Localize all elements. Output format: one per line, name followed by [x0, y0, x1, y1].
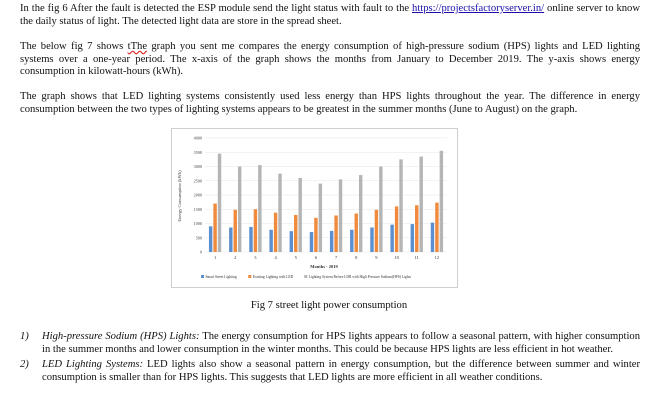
bar-smart-street-lighting: [430, 222, 435, 252]
x-tick-label: 10: [394, 255, 399, 260]
bar-smart-street-lighting: [410, 224, 415, 252]
x-tick-label: 11: [415, 255, 419, 260]
bar-existing-lighting-with-led: [415, 205, 419, 252]
bar-existing-lighting-with-led: [394, 206, 399, 252]
bar-lighting-system-before-ldr-with-high-pressure-sodium-hps-lights: [278, 173, 282, 252]
y-tick-label: 3000: [194, 164, 202, 169]
bar-lighting-system-before-ldr-with-high-pressure-sodium-hps-lights: [217, 153, 222, 252]
bar-existing-lighting-with-led: [334, 215, 338, 252]
bar-existing-lighting-with-led: [354, 213, 358, 252]
bar-existing-lighting-with-led: [213, 203, 217, 252]
bar-smart-street-lighting: [309, 232, 314, 252]
bar-lighting-system-before-ldr-with-high-pressure-sodium-hps-lights: [379, 166, 383, 252]
bar-lighting-system-before-ldr-with-high-pressure-sodium-hps-lights: [419, 156, 423, 252]
x-tick-label: 12: [435, 255, 440, 260]
paragraph-text: The below fig 7 shows: [20, 41, 128, 52]
bar-existing-lighting-with-led: [435, 202, 439, 252]
list-number: 1): [20, 331, 29, 342]
x-tick-label: 4: [274, 255, 277, 260]
legend-swatch: [248, 275, 252, 278]
y-tick-label: 1500: [194, 207, 202, 212]
bar-smart-street-lighting: [208, 226, 213, 252]
list-text: The energy consumption for HPS lights ap…: [42, 331, 641, 355]
bar-lighting-system-before-ldr-with-high-pressure-sodium-hps-lights: [439, 150, 444, 252]
list-item: 1) High-pressure Sodium (HPS) Lights: Th…: [20, 331, 640, 356]
bar-lighting-system-before-ldr-with-high-pressure-sodium-hps-lights: [258, 165, 262, 252]
list-item: 2) LED Lighting Systems: LED lights also…: [20, 359, 640, 384]
bar-lighting-system-before-ldr-with-high-pressure-sodium-hps-lights: [318, 183, 323, 252]
bar-existing-lighting-with-led: [273, 212, 278, 252]
bar-existing-lighting-with-led: [374, 209, 379, 252]
legend-entry: Lighting System Before LDR with High Pre…: [309, 275, 412, 279]
paragraph-graph-summary: The graph shows that LED lighting system…: [20, 91, 640, 115]
y-tick-label: 4000: [194, 136, 202, 141]
y-tick-label: 2500: [194, 178, 202, 183]
x-tick-label: 8: [355, 255, 358, 260]
list-term: High-pressure Sodium (HPS) Lights:: [42, 331, 200, 342]
legend-swatch: [201, 275, 204, 278]
x-axis-label: Months - 2019: [310, 264, 338, 269]
figure-caption: Fig 7 street light power consumption: [250, 300, 408, 311]
bar-smart-street-lighting: [269, 229, 273, 252]
observations-list: 1) High-pressure Sodium (HPS) Lights: Th…: [20, 331, 640, 387]
bar-smart-street-lighting: [350, 229, 354, 252]
bar-existing-lighting-with-led: [314, 217, 318, 252]
paragraph-text: online server to know the daily status o…: [20, 3, 641, 27]
list-text: LED lights also show a seasonal pattern …: [42, 359, 640, 383]
x-tick-label: 7: [335, 255, 338, 260]
y-tick-label: 3500: [194, 150, 202, 155]
paragraph-text: graph you sent me compares the energy co…: [20, 41, 640, 78]
server-link[interactable]: https://projectsfactoryserver.in/: [412, 3, 545, 14]
x-tick-label: 3: [254, 255, 257, 260]
y-tick-label: 1000: [194, 221, 202, 226]
x-tick-label: 2: [234, 255, 236, 260]
x-tick-label: 9: [375, 255, 378, 260]
x-tick-label: 1: [214, 255, 216, 260]
bar-lighting-system-before-ldr-with-high-pressure-sodium-hps-lights: [399, 159, 403, 252]
list-number: 2): [20, 359, 29, 371]
bar-smart-street-lighting: [370, 227, 374, 252]
bar-lighting-system-before-ldr-with-high-pressure-sodium-hps-lights: [358, 175, 363, 252]
bar-existing-lighting-with-led: [233, 209, 237, 252]
paragraph-fault-status: In the fig 6 After the fault is detected…: [20, 3, 640, 28]
y-axis-label: Energy Consumption (kWh): [177, 170, 182, 222]
legend-entry: Smart Street Lighting: [206, 275, 237, 279]
bar-existing-lighting-with-led: [253, 209, 258, 252]
bar-lighting-system-before-ldr-with-high-pressure-sodium-hps-lights: [338, 179, 343, 252]
y-tick-label: 500: [196, 235, 202, 240]
paragraph-text: In the fig 6 After the fault is detected…: [20, 3, 413, 14]
bar-smart-street-lighting: [229, 227, 233, 252]
paragraph-graph-intro: The below fig 7 shows tThe graph you sen…: [20, 41, 640, 79]
bar-smart-street-lighting: [390, 224, 394, 252]
bar-smart-street-lighting: [329, 230, 334, 252]
bar-existing-lighting-with-led: [294, 214, 298, 252]
list-term: LED Lighting Systems:: [42, 359, 144, 371]
energy-chart-figure: 0 500 1000 1500 2000 2500 3000 3500 4000 1 2 3 4 5 6 7 8…: [171, 128, 458, 288]
y-tick-label: 0: [200, 250, 202, 255]
bar-smart-street-lighting: [289, 231, 294, 252]
bar-lighting-system-before-ldr-with-high-pressure-sodium-hps-lights: [298, 177, 302, 252]
y-tick-label: 2000: [194, 193, 202, 198]
bar-smart-street-lighting: [249, 226, 253, 252]
x-tick-label: 5: [295, 255, 298, 260]
legend-entry: Existing Lighting with LED: [253, 275, 294, 279]
legend-swatch: [304, 275, 308, 278]
x-tick-label: 6: [315, 255, 318, 260]
bar-lighting-system-before-ldr-with-high-pressure-sodium-hps-lights: [237, 166, 242, 252]
spellcheck-word[interactable]: tThe: [127, 41, 148, 52]
